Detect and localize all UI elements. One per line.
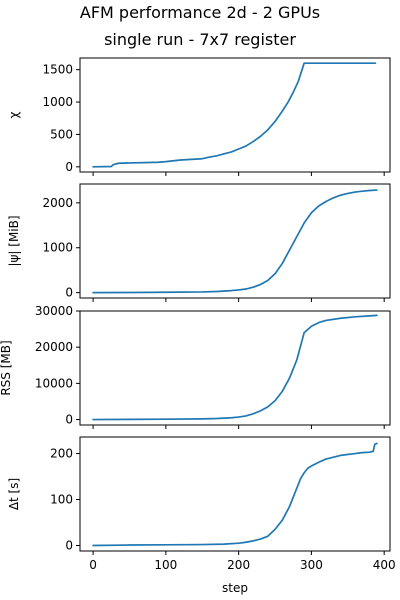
subplot-4: 0 100 200 0 100 200 300 400 Δt [s] step bbox=[7, 436, 396, 595]
axes-frame-2 bbox=[79, 183, 391, 299]
y-tick-label-3-3: 20000 bbox=[35, 340, 73, 354]
y-tick-label-3-2: 10000 bbox=[35, 376, 73, 390]
y-tick-label-4-2: 100 bbox=[50, 493, 73, 507]
x-tick-label-5: 400 bbox=[373, 558, 396, 572]
figure-title-line2: single run - 7x7 register bbox=[104, 30, 296, 49]
series-line-3-1 bbox=[92, 314, 378, 421]
axes-frame-4 bbox=[79, 436, 391, 552]
y-tick-label-1-2: 500 bbox=[50, 127, 73, 141]
series-line-1-1 bbox=[92, 62, 377, 168]
subplot-2: 0 1000 2000 |ψ| [MiB] bbox=[7, 183, 391, 302]
y-tick-label-2-1: 0 bbox=[65, 286, 73, 300]
y-tick-label-4-3: 200 bbox=[50, 447, 73, 461]
series-line-4-1 bbox=[92, 442, 378, 547]
subplot-3: 0 10000 20000 30000 RSS [MB] bbox=[0, 304, 391, 429]
y-tick-label-1-1: 0 bbox=[65, 160, 73, 174]
y-axis-label-3: RSS [MB] bbox=[0, 340, 13, 395]
y-tick-label-4-1: 0 bbox=[65, 538, 73, 552]
x-axis-label: step bbox=[222, 581, 248, 595]
y-tick-label-3-4: 30000 bbox=[35, 304, 73, 318]
y-tick-label-2-3: 2000 bbox=[42, 196, 73, 210]
y-axis-label-4: Δt [s] bbox=[7, 478, 21, 510]
x-tick-label-3: 200 bbox=[227, 558, 250, 572]
x-tick-label-4: 300 bbox=[300, 558, 323, 572]
y-tick-label-1-3: 1000 bbox=[42, 95, 73, 109]
x-tick-label-2: 100 bbox=[154, 558, 177, 572]
y-axis-label-2: |ψ| [MiB] bbox=[7, 215, 21, 266]
y-tick-label-2-2: 1000 bbox=[42, 241, 73, 255]
subplot-1: 0 500 1000 1500 χ bbox=[7, 57, 391, 176]
y-tick-label-1-4: 1500 bbox=[42, 63, 73, 77]
axes-frame-1 bbox=[79, 57, 391, 173]
series-line-2-1 bbox=[92, 189, 378, 294]
axes-frame-3 bbox=[79, 310, 391, 426]
x-tick-label-1: 0 bbox=[89, 558, 97, 572]
y-tick-label-3-1: 0 bbox=[65, 413, 73, 427]
y-axis-label-1: χ bbox=[7, 111, 21, 118]
figure-title-line1: AFM performance 2d - 2 GPUs bbox=[80, 3, 320, 22]
